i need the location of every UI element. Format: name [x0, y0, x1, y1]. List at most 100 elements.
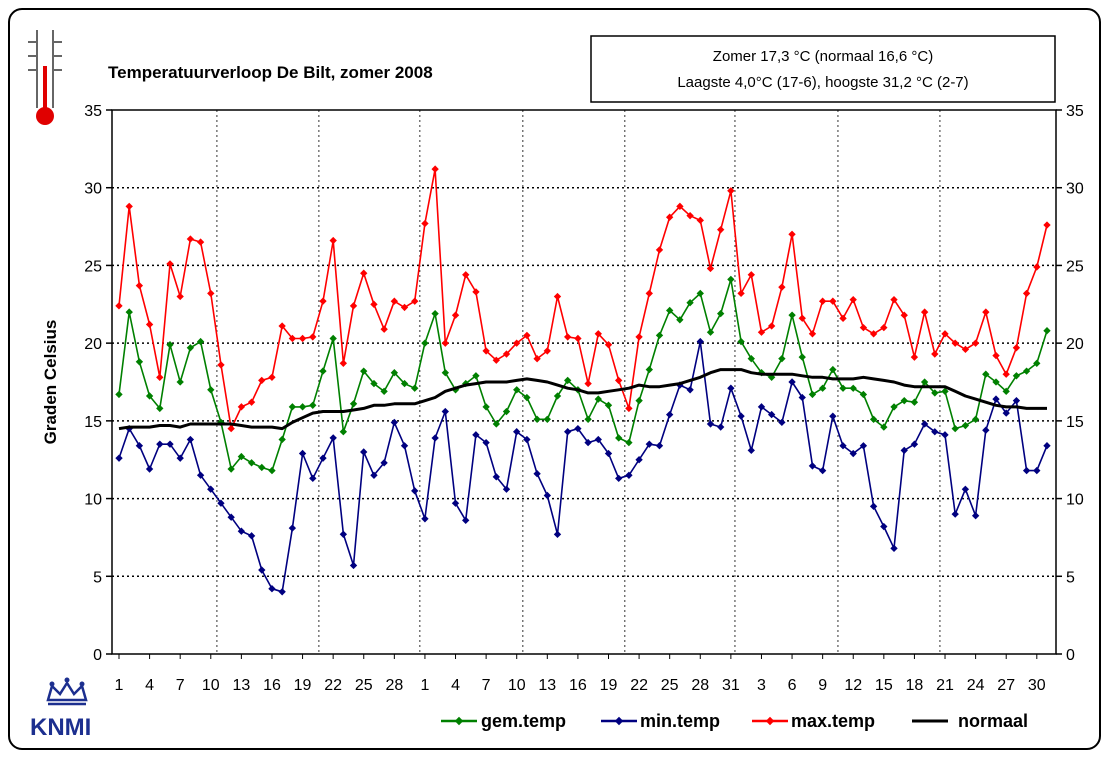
point-min	[767, 410, 776, 419]
x-tick-label: 3	[757, 677, 766, 694]
point-min	[788, 378, 796, 386]
x-tick-label: 25	[661, 677, 679, 694]
point-max	[574, 334, 582, 343]
point-gem	[513, 386, 521, 394]
point-gem	[319, 367, 327, 375]
point-max	[798, 314, 806, 322]
x-tick-label: 9	[818, 677, 827, 694]
grid	[112, 110, 1056, 654]
point-max	[859, 323, 868, 332]
y-tick-label-right: 0	[1066, 647, 1075, 664]
point-gem	[115, 390, 123, 399]
point-gem	[696, 289, 704, 298]
point-min	[859, 442, 868, 450]
point-gem	[278, 435, 286, 444]
point-min	[319, 454, 327, 462]
point-max	[686, 212, 694, 220]
point-max	[920, 308, 929, 316]
point-gem	[400, 379, 409, 388]
point-gem	[798, 353, 806, 361]
point-max	[655, 246, 664, 254]
point-min	[309, 474, 317, 483]
point-max	[135, 281, 144, 290]
point-max	[553, 292, 562, 301]
x-tick-label: 16	[569, 677, 587, 694]
x-tick-label: 28	[691, 677, 709, 694]
point-max	[584, 379, 592, 388]
point-max	[992, 351, 1000, 360]
point-max	[502, 350, 511, 358]
point-min	[268, 585, 276, 593]
point-gem	[615, 434, 623, 442]
point-max	[869, 330, 878, 338]
point-min	[869, 502, 878, 511]
point-min	[176, 454, 184, 462]
point-min	[645, 440, 653, 448]
series	[115, 165, 1051, 596]
point-gem	[1012, 372, 1021, 380]
legend-label-min: min.temp	[640, 711, 720, 731]
series-gem	[115, 275, 1051, 475]
y-axis-left: 0 5 10 15 20 25 30 35	[84, 103, 112, 664]
series-line-max	[118, 168, 1048, 430]
point-max	[1022, 289, 1031, 298]
point-max	[309, 333, 317, 341]
x-tick-label: 4	[451, 677, 460, 694]
point-gem	[135, 358, 144, 366]
point-min	[329, 434, 337, 442]
point-gem	[880, 423, 888, 431]
point-gem	[951, 424, 959, 433]
point-max	[757, 328, 766, 336]
point-min	[258, 566, 266, 574]
point-min	[370, 471, 378, 479]
point-min	[574, 424, 582, 433]
point-min	[737, 412, 745, 420]
y-tick-label-right: 10	[1066, 492, 1084, 509]
point-gem	[839, 384, 847, 392]
point-min	[472, 431, 480, 439]
point-min	[798, 393, 806, 402]
point-min	[655, 442, 664, 450]
point-gem	[309, 401, 317, 409]
point-min	[890, 544, 898, 553]
point-max	[441, 339, 449, 347]
x-tick-label: 31	[722, 677, 740, 694]
point-min	[186, 435, 195, 444]
point-gem	[186, 344, 195, 352]
point-gem	[482, 403, 490, 411]
x-tick-label: 6	[788, 677, 797, 694]
point-min	[115, 454, 123, 462]
y-tick-label-left: 5	[93, 569, 102, 586]
point-max	[482, 347, 490, 355]
x-tick-label: 1	[115, 677, 124, 694]
x-tick-label: 25	[355, 677, 373, 694]
point-gem	[125, 308, 133, 316]
point-min	[411, 487, 419, 495]
x-tick-label: 7	[482, 677, 491, 694]
point-max	[370, 300, 378, 308]
x-tick-label: 24	[967, 677, 985, 694]
point-min	[431, 434, 439, 442]
point-max	[1043, 221, 1051, 229]
chart-title: Temperatuurverloop De Bilt, zomer 2008	[108, 63, 433, 82]
point-max	[268, 373, 276, 381]
point-min	[543, 491, 552, 500]
point-min	[360, 448, 368, 456]
point-gem	[472, 372, 480, 380]
x-tick-label: 22	[630, 677, 648, 694]
point-gem	[329, 334, 337, 343]
point-gem	[247, 459, 256, 467]
point-max	[196, 238, 205, 246]
legend-item-normaal: normaal	[912, 711, 1028, 731]
point-max	[390, 297, 399, 305]
point-max	[808, 330, 817, 338]
point-min	[1022, 466, 1031, 475]
y-tick-label-left: 25	[84, 258, 102, 275]
point-min	[400, 442, 409, 450]
point-min	[227, 513, 235, 521]
point-max	[910, 353, 919, 361]
point-min	[513, 428, 521, 436]
point-gem	[747, 354, 755, 363]
point-max	[594, 330, 602, 338]
point-gem	[411, 384, 419, 392]
